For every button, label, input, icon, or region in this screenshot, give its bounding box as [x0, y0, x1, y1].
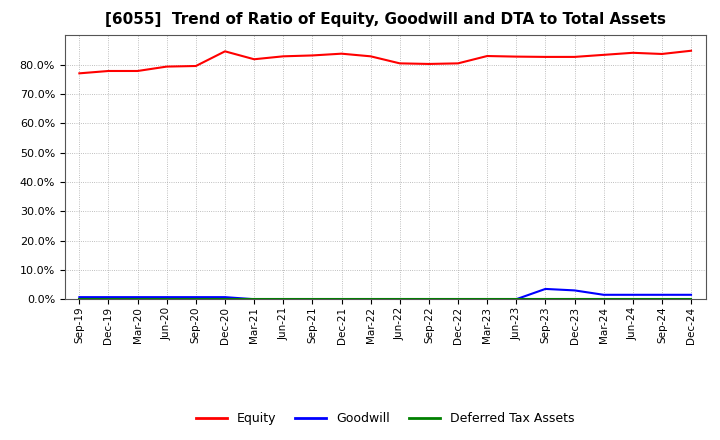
Goodwill [337, 297, 346, 302]
Equity [220, 49, 229, 54]
Deferred Tax Assets [483, 297, 492, 302]
Deferred Tax Assets [75, 297, 84, 302]
Equity [395, 61, 404, 66]
Deferred Tax Assets [192, 297, 200, 302]
Deferred Tax Assets [425, 297, 433, 302]
Deferred Tax Assets [541, 297, 550, 302]
Title: [6055]  Trend of Ratio of Equity, Goodwill and DTA to Total Assets: [6055] Trend of Ratio of Equity, Goodwil… [104, 12, 666, 27]
Legend: Equity, Goodwill, Deferred Tax Assets: Equity, Goodwill, Deferred Tax Assets [191, 407, 580, 430]
Equity [279, 54, 287, 59]
Goodwill [629, 292, 637, 297]
Equity [570, 54, 579, 59]
Goodwill [395, 297, 404, 302]
Deferred Tax Assets [512, 297, 521, 302]
Goodwill [250, 297, 258, 302]
Equity [192, 63, 200, 69]
Equity [483, 53, 492, 59]
Goodwill [163, 294, 171, 300]
Goodwill [220, 294, 229, 300]
Goodwill [599, 292, 608, 297]
Goodwill [425, 297, 433, 302]
Deferred Tax Assets [395, 297, 404, 302]
Equity [512, 54, 521, 59]
Goodwill [570, 288, 579, 293]
Deferred Tax Assets [366, 297, 375, 302]
Deferred Tax Assets [337, 297, 346, 302]
Deferred Tax Assets [454, 297, 462, 302]
Goodwill [104, 294, 113, 300]
Goodwill [512, 297, 521, 302]
Goodwill [279, 297, 287, 302]
Deferred Tax Assets [133, 297, 142, 302]
Equity [599, 52, 608, 58]
Equity [629, 50, 637, 55]
Deferred Tax Assets [687, 297, 696, 302]
Equity [133, 68, 142, 73]
Goodwill [541, 286, 550, 292]
Line: Equity: Equity [79, 51, 691, 73]
Goodwill [75, 294, 84, 300]
Deferred Tax Assets [104, 297, 113, 302]
Equity [308, 53, 317, 58]
Deferred Tax Assets [629, 297, 637, 302]
Goodwill [483, 297, 492, 302]
Equity [425, 61, 433, 66]
Deferred Tax Assets [657, 297, 666, 302]
Goodwill [366, 297, 375, 302]
Goodwill [308, 297, 317, 302]
Equity [366, 54, 375, 59]
Goodwill [657, 292, 666, 297]
Deferred Tax Assets [279, 297, 287, 302]
Equity [657, 51, 666, 57]
Equity [687, 48, 696, 53]
Deferred Tax Assets [163, 297, 171, 302]
Deferred Tax Assets [570, 297, 579, 302]
Equity [454, 61, 462, 66]
Goodwill [133, 294, 142, 300]
Equity [250, 57, 258, 62]
Equity [163, 64, 171, 69]
Equity [75, 71, 84, 76]
Deferred Tax Assets [599, 297, 608, 302]
Equity [541, 54, 550, 59]
Goodwill [454, 297, 462, 302]
Goodwill [687, 292, 696, 297]
Line: Goodwill: Goodwill [79, 289, 691, 299]
Deferred Tax Assets [308, 297, 317, 302]
Equity [104, 68, 113, 73]
Goodwill [192, 294, 200, 300]
Deferred Tax Assets [250, 297, 258, 302]
Deferred Tax Assets [220, 297, 229, 302]
Equity [337, 51, 346, 56]
